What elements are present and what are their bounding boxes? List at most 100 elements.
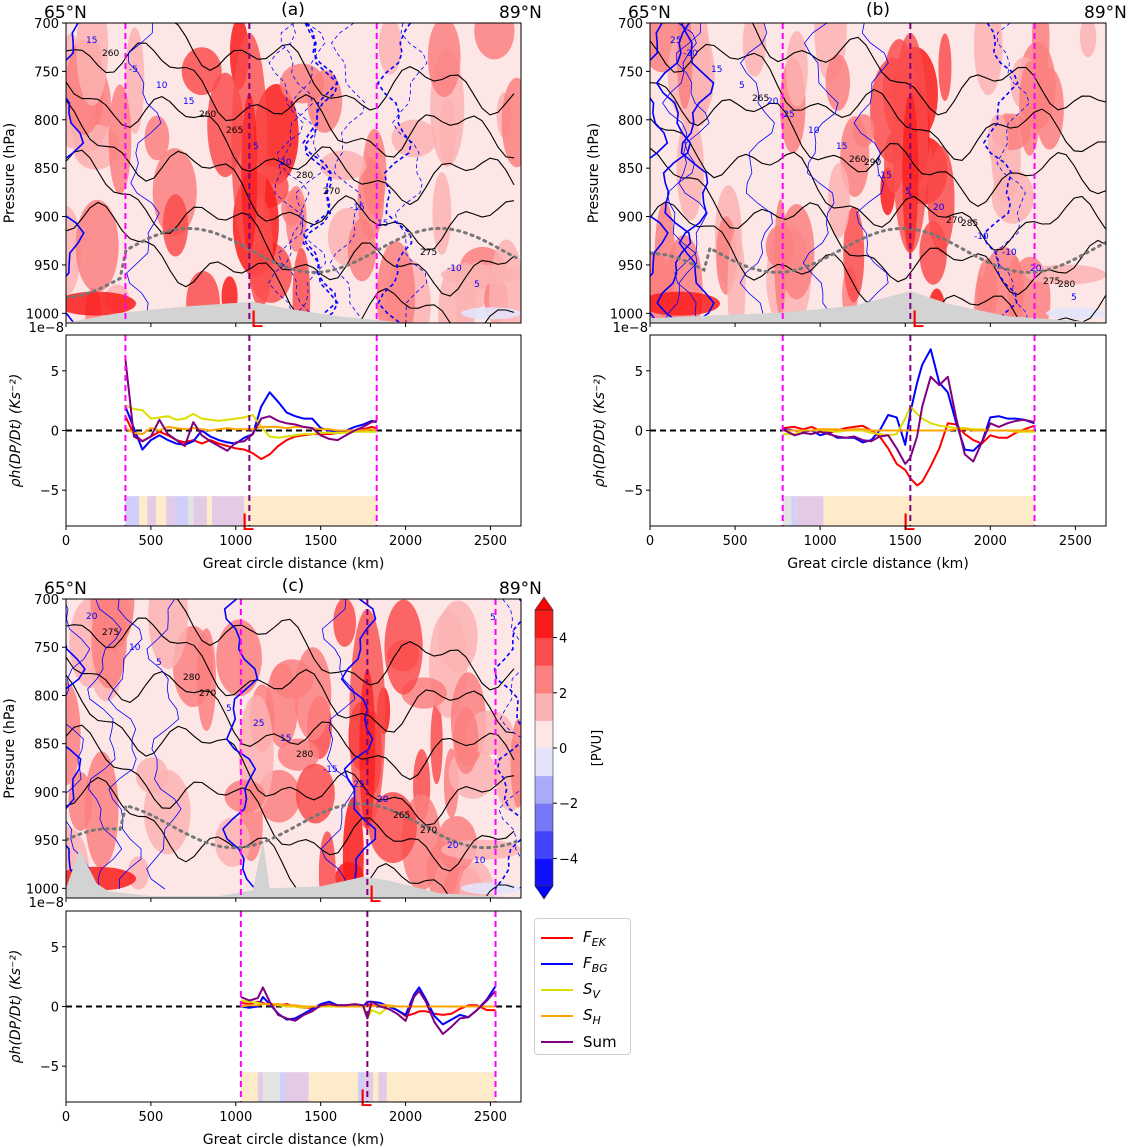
contour-label: 20: [86, 612, 98, 622]
cross-section-a: 15 15 20 15 5 10 5 -15 -10 -5 265 270 275 260 260 280 L 7…: [2, 0, 542, 336]
pv-shading: [489, 239, 521, 323]
contour-label: 15: [711, 65, 722, 75]
pv-shading: [461, 307, 521, 320]
pv-shading: [144, 115, 170, 161]
axes-frame: [65, 598, 522, 899]
contour-label: 20: [933, 203, 945, 213]
colorbar-bin: [535, 830, 553, 859]
pv-shading: [376, 241, 416, 323]
theta-contour: [66, 674, 515, 826]
pv-shading: [108, 84, 132, 195]
theta-contour: [66, 99, 515, 251]
y-tick-label: 950: [618, 259, 643, 274]
y-tick-label: 1000: [610, 307, 643, 322]
y-tick-label: 850: [34, 162, 59, 177]
x-tick-label: 2000: [389, 1110, 422, 1125]
colorbar-tick-label: −4: [559, 852, 578, 867]
contour-label: 5: [490, 613, 496, 623]
lat-label-left: 65°N: [628, 3, 671, 23]
lat-label-right: 89°N: [499, 3, 542, 23]
regime-band: [193, 496, 207, 526]
low-marker: L: [359, 1087, 372, 1112]
contour-label: -25: [780, 110, 795, 120]
legend-label: FEK: [583, 928, 606, 949]
regime-band: [373, 1072, 379, 1102]
y-tick-label: 1000: [26, 307, 59, 322]
pv-shading: [216, 619, 262, 697]
regime-band: [240, 1072, 258, 1102]
panel-title: (a): [281, 0, 305, 20]
legend-entry: SH: [535, 1003, 630, 1029]
legend-swatch: [541, 963, 573, 965]
lat-label-right: 89°N: [1084, 3, 1127, 23]
pv-shading: [727, 230, 746, 323]
y-tick-label: 5: [51, 365, 59, 380]
x-tick-label: 500: [138, 534, 163, 549]
pv-shading: [778, 204, 815, 300]
regime-band: [262, 1072, 280, 1102]
contour-label: 10: [474, 856, 486, 866]
x-tick-label: 2500: [474, 534, 507, 549]
pv-shading: [1035, 67, 1064, 150]
contour-label: 265: [393, 811, 410, 821]
contour-label: 275: [102, 628, 119, 638]
regime-band: [796, 496, 824, 526]
pv-shading: [384, 599, 423, 695]
theta-contour: [66, 656, 515, 781]
pv-shading: [785, 31, 808, 107]
low-marker: L: [241, 511, 254, 536]
panel-c: 20 280 15 20 10 5 25 -25 20 10 5 -15 270 275 270 280 265…: [2, 576, 542, 1148]
pv-shading: [285, 186, 307, 252]
wind-contour: [493, 599, 521, 890]
theta-contour: [66, 617, 515, 734]
contour-label: -10: [1002, 248, 1017, 258]
y-tick-label: 950: [34, 259, 59, 274]
regime-band: [782, 496, 792, 526]
contour-label: 15: [280, 734, 291, 744]
colorbar-bin: [535, 748, 553, 777]
contour-label: 15: [377, 219, 388, 229]
colorbar-bin: [535, 720, 553, 749]
x-axis-label: Great circle distance (km): [203, 1132, 385, 1148]
terrain: [66, 301, 521, 323]
y-tick-label: 900: [618, 211, 643, 226]
contour-label: 5: [226, 704, 232, 714]
lat-label-left: 65°N: [44, 579, 87, 599]
pv-shading: [510, 718, 521, 808]
regime-band: [823, 496, 1035, 526]
legend-swatch: [541, 1015, 573, 1017]
contour-label: -15: [877, 171, 892, 181]
regime-band: [244, 496, 377, 526]
contour-label: 290: [864, 158, 881, 168]
y-tick-label: 850: [618, 162, 643, 177]
pv-shading: [742, 23, 767, 77]
wind-contour: [146, 599, 182, 890]
pv-shading: [186, 270, 220, 323]
colorbar-tick-label: −2: [559, 797, 578, 812]
pv-shading: [76, 23, 109, 106]
pv-shading: [279, 63, 325, 104]
y-axis-label: ρh(DP/Dt) (Ks⁻²): [8, 374, 24, 488]
contour-label: 15: [183, 97, 194, 107]
x-tick-label: 0: [62, 1110, 70, 1125]
legend-entry: Sum: [535, 1029, 630, 1055]
pv-shading: [438, 600, 478, 673]
y-tick-label: 0: [51, 1001, 59, 1016]
colorbar-bin: [535, 665, 553, 694]
x-axis-label: Great circle distance (km): [203, 556, 385, 572]
legend-label-subscript: H: [592, 1013, 601, 1027]
contour-label: 275: [420, 248, 437, 258]
y-tick-label: 750: [34, 65, 59, 80]
contour-label: 285: [961, 219, 978, 229]
legend-label-subscript: EK: [591, 935, 606, 949]
x-tick-label: 1500: [304, 534, 337, 549]
panel-title: (b): [866, 0, 890, 20]
y-tick-label: 800: [618, 114, 643, 129]
legend-label-subscript: BG: [591, 961, 608, 975]
pv-shading: [66, 682, 81, 786]
y-axis-label: ρh(DP/Dt) (Ks⁻²): [592, 374, 608, 488]
regime-band: [308, 1072, 359, 1102]
terrain: [650, 291, 1106, 323]
pv-shading: [68, 772, 93, 832]
legend-label-main: F: [583, 927, 592, 946]
